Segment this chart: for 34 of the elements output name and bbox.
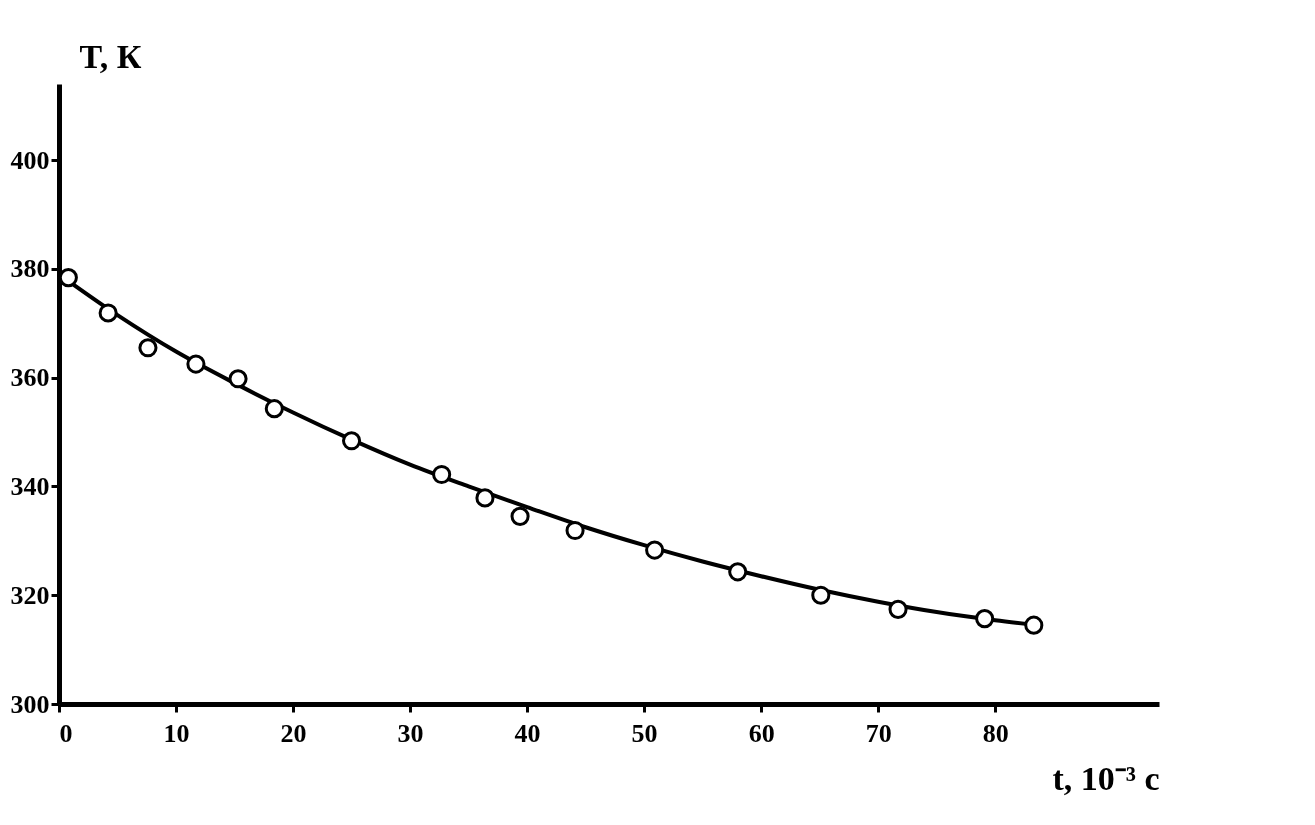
y-tick-label: 320 (10, 580, 50, 610)
y-tick-label: 300 (10, 689, 50, 719)
x-tick-label: 20 (280, 718, 307, 748)
x-axis-title: t, 10⁻³ с (1052, 759, 1160, 797)
point (811, 585, 831, 605)
point (975, 609, 995, 629)
x-tick-label: 0 (59, 718, 73, 748)
y-tick-label: 340 (10, 471, 50, 501)
point (432, 464, 452, 485)
point (264, 399, 284, 419)
point (138, 338, 158, 358)
point (645, 540, 665, 560)
y-tick-label: 380 (10, 254, 50, 284)
point (888, 599, 908, 619)
point (510, 506, 530, 526)
y-tick-label: 360 (10, 363, 50, 393)
point (728, 562, 748, 582)
x-tick-label: 70 (865, 718, 892, 748)
point (565, 520, 585, 541)
point (58, 268, 78, 288)
point (228, 369, 248, 389)
point (341, 431, 362, 451)
x-tick-label: 40 (514, 718, 541, 748)
y-axis-title: T, К (79, 37, 142, 75)
point (1024, 615, 1044, 635)
x-tick-label: 80 (982, 718, 1009, 748)
y-tick-label: 400 (10, 145, 50, 175)
point (475, 488, 495, 508)
x-tick-label: 10 (163, 718, 190, 748)
x-tick-label: 30 (397, 718, 424, 748)
point (186, 354, 206, 374)
x-tick-label: 50 (631, 718, 658, 748)
point (98, 303, 118, 323)
x-tick-label: 60 (748, 718, 775, 748)
